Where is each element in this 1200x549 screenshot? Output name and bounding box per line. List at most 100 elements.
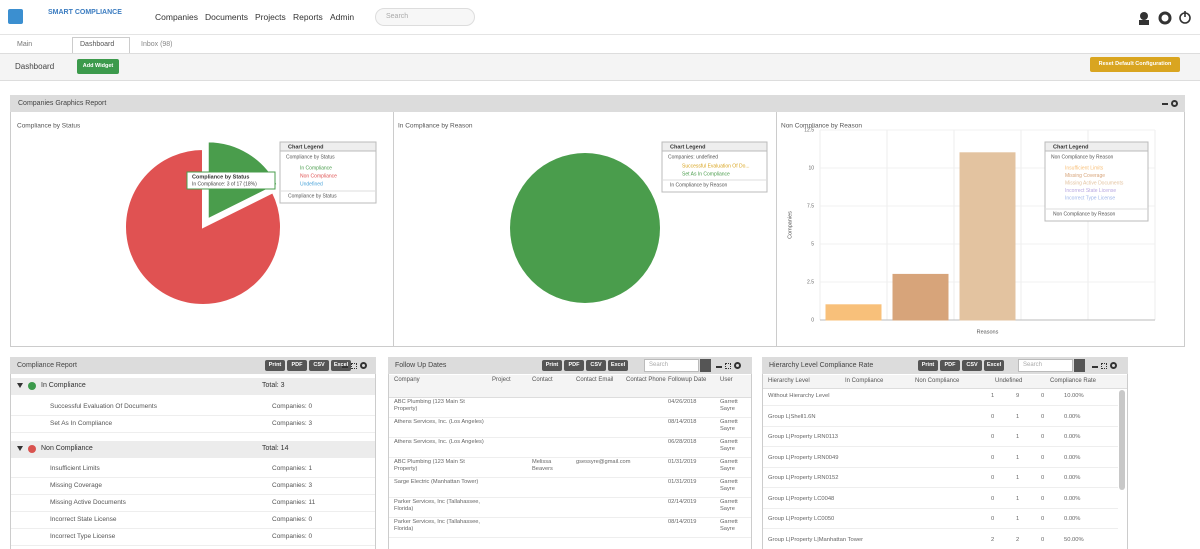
search-button[interactable] [1074, 359, 1085, 372]
column-header[interactable]: Hierarchy Level [768, 378, 810, 384]
column-header[interactable]: Contact Email [576, 377, 614, 383]
export-button[interactable]: CSV [586, 360, 606, 371]
export-button[interactable]: PDF [940, 360, 960, 371]
expand-icon[interactable] [351, 363, 357, 369]
export-button[interactable]: PDF [287, 360, 307, 371]
group-name: Non Compliance [41, 445, 93, 452]
export-button[interactable]: Print [918, 360, 938, 371]
group-row [11, 441, 375, 458]
export-button[interactable]: Print [265, 360, 285, 371]
minimize-icon[interactable] [1092, 366, 1098, 368]
nav-item[interactable]: Projects [255, 12, 286, 22]
tab-active [72, 37, 130, 53]
row-divider [763, 528, 1118, 529]
legend-item: Incorrect State License [1065, 188, 1116, 194]
logo-icon [8, 9, 23, 24]
tab[interactable]: Inbox (98) [141, 41, 173, 48]
column-divider [776, 112, 777, 347]
search-box[interactable]: Search [644, 359, 699, 372]
nav-item[interactable]: Documents [205, 12, 248, 22]
row-count: Companies: 0 [272, 516, 313, 523]
minimize-icon[interactable] [1162, 103, 1168, 105]
panel-header [10, 95, 1185, 112]
table-cell: 50.00% [1064, 536, 1084, 543]
export-button[interactable]: PDF [564, 360, 584, 371]
minimize-icon[interactable] [342, 366, 348, 368]
reset-button[interactable]: Reset Default Configuration [1090, 57, 1180, 72]
legend-item: Insufficient Limits [1065, 165, 1104, 171]
export-button[interactable]: CSV [962, 360, 982, 371]
table-cell: Athens Services, Inc. (Los Angeles) [394, 439, 484, 445]
table-cell: Athens Services, Inc. (Los Angeles) [394, 419, 484, 425]
column-header[interactable]: Contact [532, 377, 553, 383]
legend-footer: Compliance by Status [288, 193, 337, 199]
settings-icon[interactable] [1171, 100, 1178, 107]
tab[interactable]: Main [17, 41, 33, 48]
legend-item: Missing Active Documents [1065, 180, 1124, 186]
search-button[interactable] [700, 359, 711, 372]
legend-item: Set As In Compliance [682, 171, 730, 177]
table-cell: Group L|Property LC0050 [768, 516, 835, 522]
nav-item[interactable]: Companies [155, 12, 198, 22]
export-button[interactable]: Print [542, 360, 562, 371]
search-box[interactable]: Search [1018, 359, 1073, 372]
table-cell: 04/26/2018 [668, 399, 697, 405]
column-header[interactable]: Undefined [995, 378, 1023, 384]
y-tick-label: 10 [808, 165, 814, 171]
column-header[interactable]: Project [492, 377, 511, 383]
nav-item[interactable]: Admin [330, 12, 355, 22]
table-cell: 01/31/2019 [668, 459, 697, 465]
minimize-icon[interactable] [716, 366, 722, 368]
table-cell: 1 [1016, 475, 1020, 481]
search-placeholder: Search [649, 362, 669, 368]
caret-icon[interactable] [17, 383, 23, 388]
table-cell: 0 [991, 495, 995, 502]
table-cell: 0 [1041, 536, 1045, 543]
legend-item: In Compliance [300, 165, 332, 171]
table-cell: ABC Plumbing (123 Main St Property) [394, 459, 465, 472]
export-button[interactable]: Excel [331, 360, 351, 371]
pie-slice [124, 147, 282, 306]
expand-icon[interactable] [1101, 363, 1107, 369]
column-header[interactable]: Company [394, 377, 420, 383]
export-button[interactable]: Excel [608, 360, 628, 371]
column-header[interactable]: Compliance Rate [1050, 378, 1097, 384]
nav-item[interactable]: Reports [293, 12, 323, 22]
column-header[interactable]: Contact Phone [626, 377, 666, 383]
table-cell: 1 [1016, 434, 1020, 440]
legend-footer: Non Compliance by Reason [1053, 211, 1115, 217]
legend-footer: In Compliance by Reason [670, 182, 727, 188]
table-cell: Garrett Sayre [720, 479, 738, 492]
legend-title: Chart Legend [1053, 144, 1088, 150]
column-header[interactable]: In Compliance [845, 378, 884, 384]
caret-icon[interactable] [17, 446, 23, 451]
legend-title: Chart Legend [670, 144, 705, 150]
settings-icon[interactable] [360, 362, 367, 369]
table-cell: Group L|Shell1.6N [768, 413, 816, 420]
column-header[interactable]: User [720, 377, 733, 383]
settings-icon[interactable] [734, 362, 741, 369]
panel-title: Compliance Report [17, 362, 77, 369]
pie-slice [510, 153, 660, 303]
legend-title-bar [1044, 141, 1149, 152]
row-count: Companies: 11 [272, 499, 316, 506]
row-divider [389, 517, 751, 518]
column-header[interactable]: Followup Date [668, 377, 707, 383]
add-widget-button[interactable]: Add Widget [77, 59, 119, 74]
search-box[interactable]: Search [375, 8, 475, 26]
expand-icon[interactable] [725, 363, 731, 369]
chart-title: Non Compliance by Reason [781, 123, 862, 130]
table-cell: Melissa Beavers [532, 459, 553, 472]
table-cell: Group L|Property LRN0049 [768, 454, 839, 461]
column-header[interactable]: Non Compliance [915, 378, 960, 384]
scrollbar[interactable] [1119, 390, 1125, 490]
export-button[interactable]: Excel [984, 360, 1004, 371]
column-divider [393, 112, 394, 347]
table-header [389, 375, 751, 398]
export-button[interactable]: CSV [309, 360, 329, 371]
search-placeholder: Search [1023, 362, 1043, 368]
table-cell: 0 [991, 413, 995, 420]
settings-icon[interactable] [1110, 362, 1117, 369]
tab[interactable]: Dashboard [80, 41, 115, 48]
table-cell: 0 [1041, 495, 1045, 502]
